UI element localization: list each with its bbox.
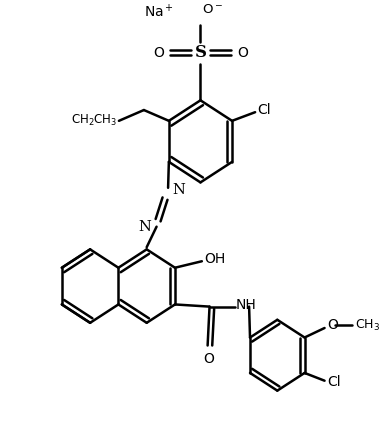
Text: Na$^+$: Na$^+$: [144, 3, 174, 21]
Text: NH: NH: [235, 298, 256, 312]
Text: Cl: Cl: [257, 103, 271, 117]
Text: N: N: [172, 183, 185, 197]
Text: CH$_2$CH$_3$: CH$_2$CH$_3$: [70, 113, 117, 128]
Text: CH$_3$: CH$_3$: [354, 318, 380, 333]
Text: O: O: [327, 318, 338, 332]
Text: O: O: [153, 46, 164, 60]
Text: O: O: [203, 352, 214, 366]
Text: O$^-$: O$^-$: [202, 3, 224, 16]
Text: N: N: [139, 220, 152, 234]
Text: S: S: [194, 44, 207, 61]
Text: OH: OH: [204, 252, 225, 266]
Text: O: O: [237, 46, 248, 60]
Text: Cl: Cl: [327, 375, 341, 389]
